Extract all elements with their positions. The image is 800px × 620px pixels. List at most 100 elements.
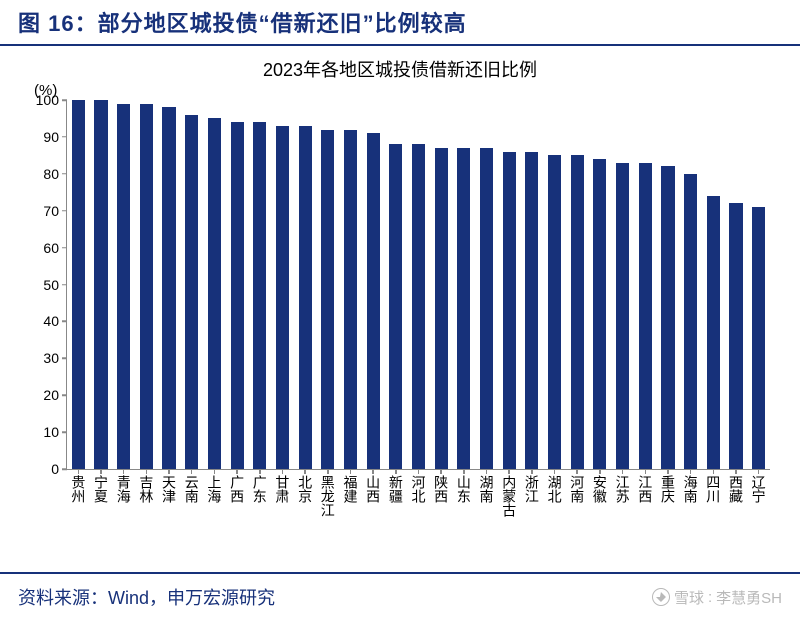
- x-tick-label: 陕西: [434, 475, 448, 503]
- y-tick-mark: [62, 321, 67, 323]
- x-tick-label: 辽宁: [752, 475, 766, 503]
- x-tick-label: 新疆: [389, 475, 403, 503]
- figure-title: 图 16：部分地区城投债“借新还旧”比例较高: [18, 6, 467, 38]
- x-tick-label: 江西: [638, 475, 652, 503]
- bar: [661, 166, 674, 469]
- x-tick-label: 宁夏: [94, 475, 108, 503]
- x-tick-label: 贵州: [71, 475, 85, 503]
- bar: [389, 144, 402, 469]
- x-tick-mark: [191, 469, 193, 474]
- x-tick-mark: [599, 469, 601, 474]
- bar: [208, 118, 221, 469]
- x-tick-label: 海南: [684, 475, 698, 503]
- x-tick-mark: [440, 469, 442, 474]
- x-tick-label: 甘肃: [275, 475, 289, 503]
- x-tick-mark: [508, 469, 510, 474]
- x-tick-mark: [78, 469, 80, 474]
- watermark-sep: :: [708, 589, 712, 606]
- y-tick-mark: [62, 136, 67, 138]
- x-tick-mark: [554, 469, 556, 474]
- bar: [616, 163, 629, 469]
- x-tick-mark: [146, 469, 148, 474]
- bar: [593, 159, 606, 469]
- x-tick-mark: [100, 469, 102, 474]
- bar: [299, 126, 312, 469]
- x-tick-mark: [486, 469, 488, 474]
- bar: [117, 104, 130, 469]
- y-tick-mark: [62, 358, 67, 360]
- y-tick-mark: [62, 394, 67, 396]
- x-tick-mark: [350, 469, 352, 474]
- bar: [457, 148, 470, 469]
- x-tick-mark: [372, 469, 374, 474]
- x-tick-label: 河北: [412, 475, 426, 503]
- title-bar: 图 16：部分地区城投债“借新还旧”比例较高: [0, 0, 800, 46]
- watermark-site: 雪球: [674, 587, 704, 608]
- bar: [72, 100, 85, 469]
- x-tick-label: 山西: [366, 475, 380, 503]
- bar: [729, 203, 742, 469]
- x-tick-mark: [531, 469, 533, 474]
- x-tick-mark: [690, 469, 692, 474]
- x-tick-label: 天津: [162, 475, 176, 503]
- x-tick-label: 上海: [207, 475, 221, 503]
- x-tick-label: 河南: [570, 475, 584, 503]
- x-tick-label: 浙江: [525, 475, 539, 503]
- x-tick-mark: [282, 469, 284, 474]
- bar: [707, 196, 720, 469]
- y-tick-mark: [62, 468, 67, 470]
- bar: [571, 155, 584, 469]
- x-tick-mark: [418, 469, 420, 474]
- bar: [253, 122, 266, 469]
- bar: [231, 122, 244, 469]
- x-tick-label: 湖北: [548, 475, 562, 503]
- x-tick-mark: [576, 469, 578, 474]
- x-tick-label: 云南: [185, 475, 199, 503]
- y-tick-mark: [62, 247, 67, 249]
- x-tick-label: 广西: [230, 475, 244, 503]
- bar: [276, 126, 289, 469]
- x-tick-mark: [463, 469, 465, 474]
- bar: [525, 152, 538, 469]
- x-tick-label: 吉林: [139, 475, 153, 503]
- x-tick-mark: [327, 469, 329, 474]
- x-tick-label: 福建: [343, 475, 357, 503]
- bar: [321, 130, 334, 469]
- x-tick-mark: [667, 469, 669, 474]
- bar: [140, 104, 153, 469]
- bar: [412, 144, 425, 469]
- x-tick-mark: [395, 469, 397, 474]
- footer: 资料来源：Wind，申万宏源研究 雪球 : 李慧勇SH: [0, 572, 800, 610]
- x-tick-label: 内蒙古: [502, 475, 516, 517]
- bar: [548, 155, 561, 469]
- x-tick-label: 山东: [457, 475, 471, 503]
- watermark: 雪球 : 李慧勇SH: [652, 587, 782, 608]
- bar: [435, 148, 448, 469]
- bar: [503, 152, 516, 469]
- x-tick-mark: [645, 469, 647, 474]
- bar: [639, 163, 652, 469]
- x-tick-mark: [735, 469, 737, 474]
- y-tick-mark: [62, 99, 67, 101]
- chart-title: 2023年各地区城投债借新还旧比例: [0, 56, 800, 82]
- y-tick-mark: [62, 210, 67, 212]
- figure-container: 图 16：部分地区城投债“借新还旧”比例较高 2023年各地区城投债借新还旧比例…: [0, 0, 800, 620]
- x-tick-mark: [758, 469, 760, 474]
- x-tick-label: 黑龙江: [321, 475, 335, 517]
- x-tick-label: 广东: [253, 475, 267, 503]
- y-tick-mark: [62, 173, 67, 175]
- x-tick-mark: [304, 469, 306, 474]
- x-tick-label: 湖南: [480, 475, 494, 503]
- x-tick-label: 安徽: [593, 475, 607, 503]
- y-tick-mark: [62, 431, 67, 433]
- y-tick-mark: [62, 284, 67, 286]
- bar: [752, 207, 765, 469]
- x-tick-label: 江苏: [616, 475, 630, 503]
- x-tick-mark: [168, 469, 170, 474]
- x-tick-label: 青海: [117, 475, 131, 503]
- bar: [344, 130, 357, 469]
- x-tick-label: 四川: [706, 475, 720, 503]
- bar: [367, 133, 380, 469]
- x-tick-label: 西藏: [729, 475, 743, 503]
- x-tick-label: 重庆: [661, 475, 675, 503]
